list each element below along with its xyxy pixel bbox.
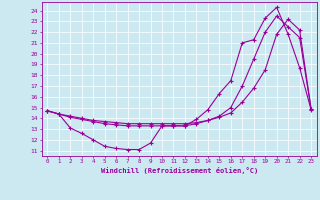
X-axis label: Windchill (Refroidissement éolien,°C): Windchill (Refroidissement éolien,°C) [100, 167, 258, 174]
